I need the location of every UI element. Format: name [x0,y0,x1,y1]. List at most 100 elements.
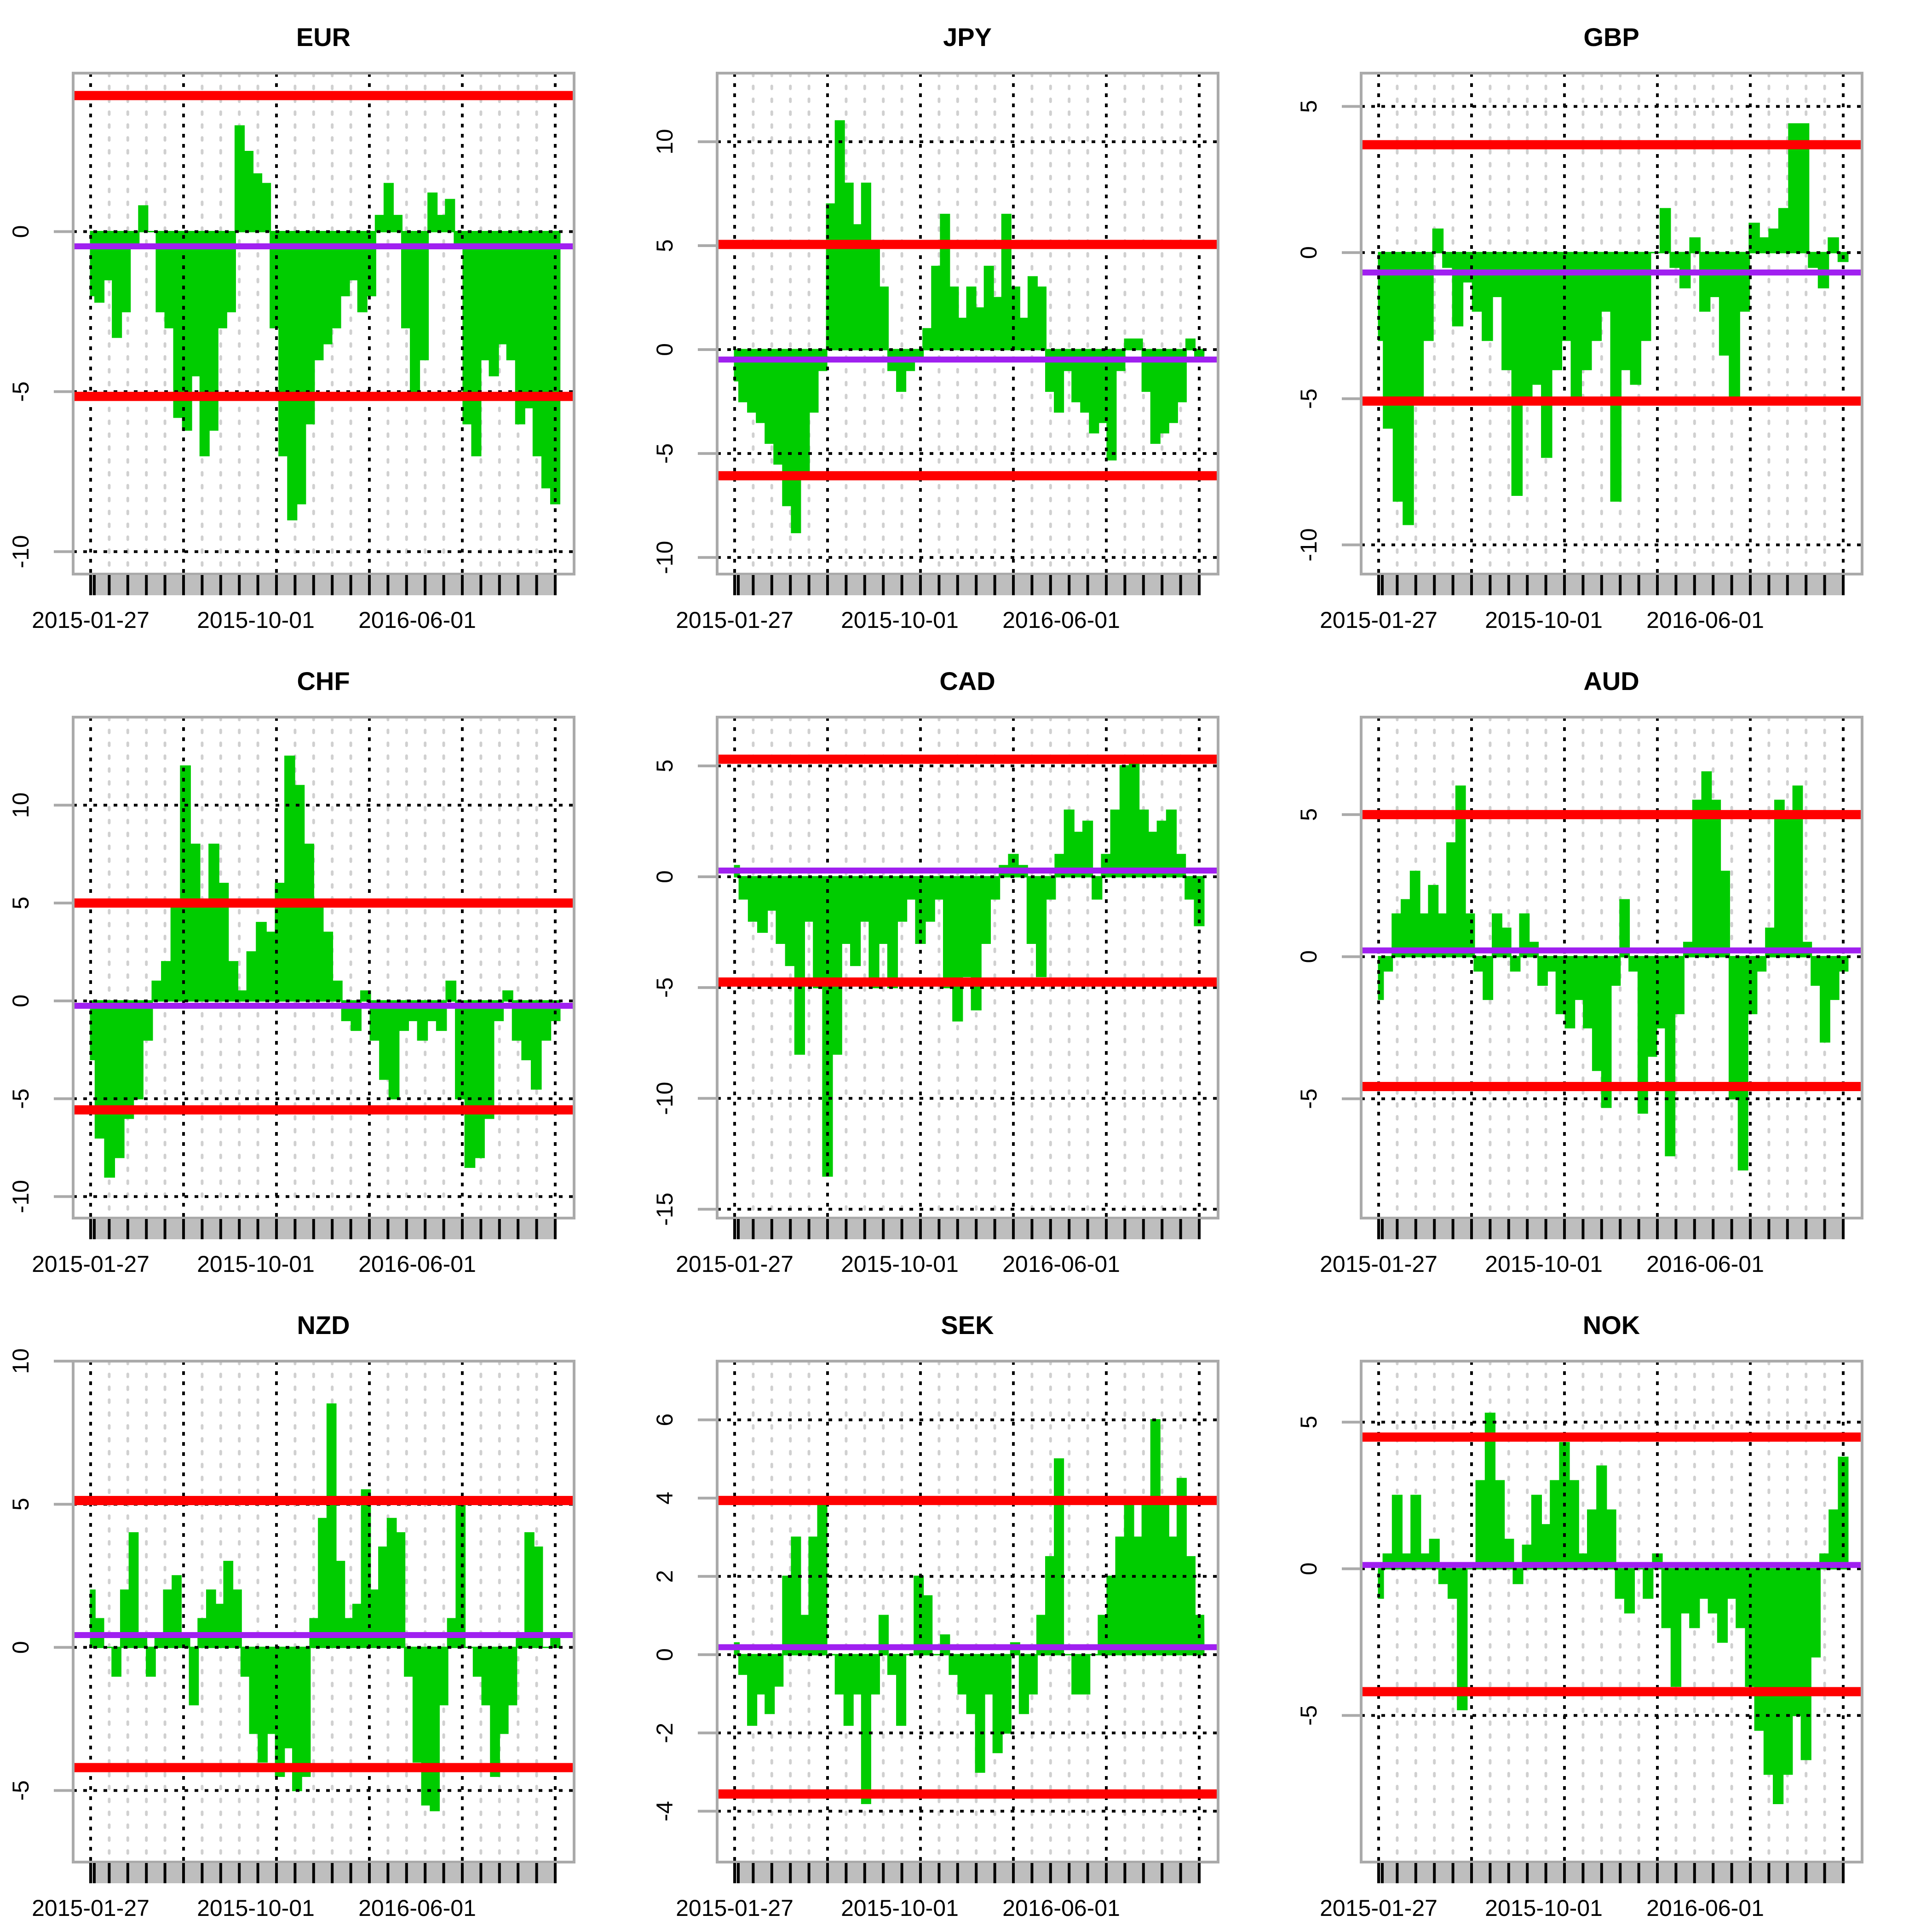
panel-title: JPY [943,23,992,52]
x-tick-label: 2015-01-27 [676,607,794,633]
date-rug [91,1219,555,1239]
y-tick-label: -5 [1296,389,1322,409]
date-rug [735,1219,1199,1239]
date-rug [1379,1863,1843,1883]
y-tick-label: -4 [652,1801,678,1821]
x-tick-label: 2016-06-01 [358,1895,476,1921]
y-tick-label: 5 [1296,808,1322,821]
panel-aud: 5 0 -5 2015-01-27 2015-10-01 2016-06-01 AUD [1296,667,1863,1277]
plot-area [1361,1361,1862,1862]
plot-area [1361,717,1862,1218]
x-tick-label: 2015-10-01 [1485,1251,1603,1277]
series-area [734,759,1205,1177]
y-tick-label: 0 [1296,246,1322,259]
x-tick-label: 2015-10-01 [197,1251,315,1277]
y-tick-label: -10 [652,1082,678,1115]
plot-frame [1360,1360,1863,1863]
date-rug [91,1863,555,1883]
x-tick-label: 2015-10-01 [841,607,959,633]
panel-sek: 6 4 2 0 -2 -4 2015-01-27 2015-10-01 2016-06-01 SE… [652,1311,1219,1921]
x-tick-label: 2016-06-01 [1002,607,1120,633]
x-tick-label: 2016-06-01 [358,1251,476,1277]
date-rug [1379,1219,1843,1239]
plot-area [73,1361,574,1862]
plot-area [73,717,574,1218]
y-tick-label: 0 [652,870,678,883]
y-tick-label: 10 [652,129,678,155]
y-tick-label: -10 [8,535,34,568]
plot-area [717,717,1218,1218]
y-tick-label: 5 [1296,1416,1322,1429]
panel-title: CHF [297,667,350,696]
x-tick-label: 2016-06-01 [1002,1251,1120,1277]
panel-jpy: 10 5 0 -5 -10 2015-01-27 2015-10-01 2016-06-01 J… [652,23,1219,633]
series-area [734,1419,1205,1804]
y-tick-label: -5 [652,978,678,998]
y-tick-label: 5 [652,239,678,252]
y-tick-label: 0 [8,1641,34,1654]
x-tick-label: 2015-10-01 [1485,607,1603,633]
series-area [1378,123,1849,525]
panel-title: NZD [297,1311,350,1340]
plot-area [1361,73,1862,574]
series-area [1378,771,1849,1171]
panel-title: NOK [1583,1311,1640,1340]
panel-gbp: 5 0 -5 -10 2015-01-27 2015-10-01 2016-06-01 GBP [1296,23,1863,633]
series-area [1378,1412,1849,1804]
y-tick-label: -10 [652,541,678,574]
y-tick-label: -15 [652,1193,678,1226]
date-rug [91,575,555,595]
series-area [90,1403,561,1811]
y-tick-label: -10 [8,1180,34,1213]
x-tick-label: 2015-10-01 [841,1895,959,1921]
x-tick-label: 2015-01-27 [1320,1251,1438,1277]
x-tick-label: 2015-10-01 [197,1895,315,1921]
x-tick-label: 2015-01-27 [32,1895,150,1921]
x-tick-label: 2015-01-27 [1320,607,1438,633]
x-tick-label: 2015-10-01 [841,1251,959,1277]
panel-title: EUR [296,23,351,52]
y-tick-label: -5 [8,381,34,402]
panel-eur: 0 -5 -10 2015-01-27 2015-10-01 2016-06-01 EUR [8,23,575,633]
y-tick-label: -2 [652,1723,678,1743]
y-tick-label: 0 [8,995,34,1007]
plot-frame [1360,72,1863,575]
y-tick-label: 4 [652,1492,678,1505]
y-tick-label: -5 [1296,1088,1322,1109]
date-rug [1379,575,1843,595]
y-tick-label: 5 [8,897,34,909]
panel-title: CAD [939,667,995,696]
panel-title: SEK [941,1311,994,1340]
plot-frame [716,1360,1219,1863]
y-tick-label: 0 [1296,1563,1322,1576]
x-tick-label: 2016-06-01 [1646,607,1764,633]
panel-nok: 5 0 -5 2015-01-27 2015-10-01 2016-06-01 NOK [1296,1311,1863,1921]
y-tick-label: -5 [1296,1705,1322,1725]
y-tick-label: 5 [652,759,678,772]
plot-frame [72,72,575,575]
x-tick-label: 2016-06-01 [1646,1895,1764,1921]
panel-cad: 5 0 -5 -10 -15 2015-01-27 2015-10-01 2016-06-01… [652,667,1219,1277]
y-tick-label: 0 [1296,950,1322,963]
series-area [90,755,561,1178]
y-tick-label: 5 [8,1498,34,1511]
y-tick-label: -5 [8,1780,34,1800]
x-tick-label: 2015-01-27 [676,1251,794,1277]
plot-area [717,1361,1218,1862]
x-tick-label: 2015-01-27 [32,1251,150,1277]
plot-frame [716,716,1219,1219]
x-tick-label: 2016-06-01 [1646,1251,1764,1277]
x-tick-label: 2016-06-01 [1002,1895,1120,1921]
y-tick-label: 2 [652,1570,678,1583]
series-area [90,125,561,521]
plot-area [717,73,1218,574]
y-tick-label: 10 [8,793,34,818]
plot-frame [716,72,1219,575]
panel-title: AUD [1583,667,1639,696]
x-tick-label: 2015-10-01 [197,607,315,633]
y-tick-label: 5 [1296,100,1322,113]
x-tick-label: 2016-06-01 [358,607,476,633]
panel-chf: 10 5 0 -5 -10 2015-01-27 2015-10-01 2016-06-01 C… [8,667,575,1277]
